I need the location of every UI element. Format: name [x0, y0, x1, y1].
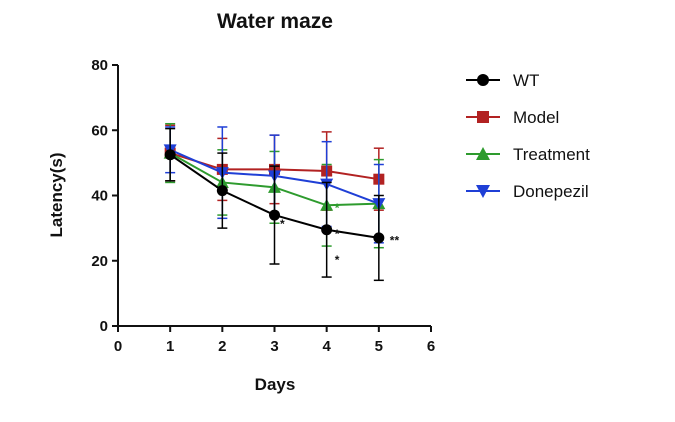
x-tick-label: 2: [218, 338, 226, 355]
significance-mark: *: [335, 201, 340, 215]
series-layer: [163, 122, 386, 282]
annotation-layer: ******: [280, 201, 399, 267]
legend-label: WT: [513, 71, 539, 90]
y-tick-label: 80: [91, 57, 108, 74]
legend-item-donepezil: Donepezil: [466, 182, 589, 201]
data-point: [373, 232, 385, 244]
y-tick-label: 20: [91, 253, 108, 270]
legend-marker: [476, 147, 490, 160]
legend-item-treatment: Treatment: [466, 145, 590, 164]
y-tick-label: 0: [100, 318, 108, 335]
significance-mark: *: [335, 253, 340, 267]
data-point: [164, 149, 176, 161]
legend-marker: [476, 185, 490, 198]
legend-item-model: Model: [466, 108, 559, 127]
x-tick-label: 6: [427, 338, 435, 355]
y-tick-label: 60: [91, 122, 108, 139]
significance-mark: *: [280, 217, 285, 231]
x-tick-label: 4: [322, 338, 331, 355]
x-tick-label: 3: [270, 338, 278, 355]
data-point: [269, 209, 280, 221]
legend-marker: [477, 74, 489, 86]
series-wt: [164, 127, 385, 282]
y-tick-label: 40: [91, 188, 108, 205]
significance-mark: *: [335, 227, 340, 241]
legend-label: Model: [513, 108, 559, 127]
significance-mark: **: [390, 233, 400, 247]
x-tick-label: 1: [166, 338, 174, 355]
chart-title: Water maze: [217, 10, 333, 33]
legend-label: Donepezil: [513, 182, 589, 201]
legend-label: Treatment: [513, 145, 590, 164]
legend-marker: [477, 111, 489, 123]
data-point: [216, 185, 228, 197]
x-tick-label: 5: [375, 338, 383, 355]
legend: WT Model Treatment Donepezil: [466, 71, 590, 201]
legend-item-wt: WT: [466, 71, 539, 90]
x-tick-label: 0: [114, 338, 122, 355]
x-axis-label: Days: [255, 375, 296, 394]
data-point: [321, 224, 333, 236]
y-axis-label: Latency(s): [47, 152, 66, 237]
